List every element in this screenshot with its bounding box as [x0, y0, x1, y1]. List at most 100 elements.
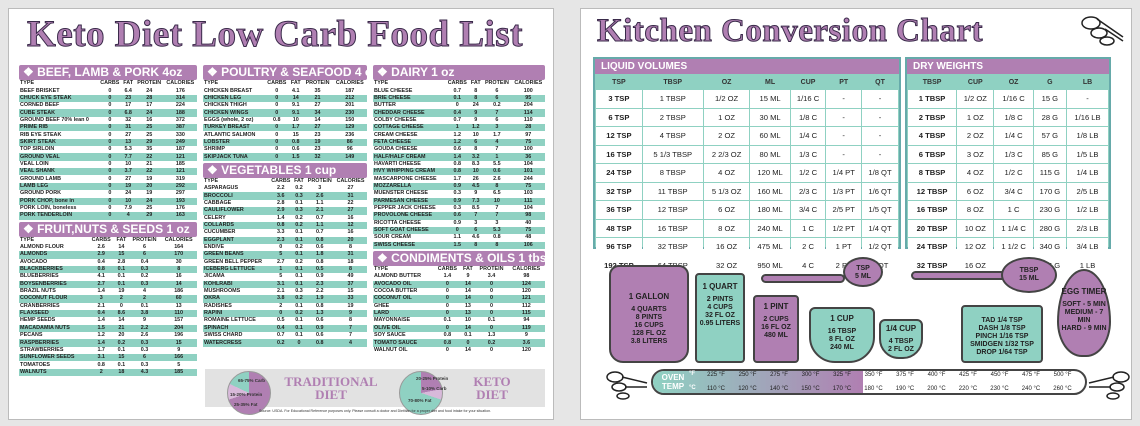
- table-cell: 18: [334, 258, 367, 266]
- dry-weights-title: DRY WEIGHTS: [907, 59, 1109, 74]
- table-cell: 4: [482, 138, 512, 147]
- table-cell: 8: [482, 241, 512, 249]
- table-cell: 0: [475, 324, 508, 332]
- table-row: VEAL LOIN 0 10 21 185: [19, 160, 197, 169]
- table-row: BUTTER 0 24 0.2 204: [373, 102, 545, 110]
- table-row: CHEDDAR CHEESE 0.4 9 7 114: [373, 109, 545, 117]
- conversion-title: Kitchen Conversion Chart: [597, 13, 984, 50]
- table-cell: 187: [332, 87, 367, 95]
- table-cell: 0: [434, 280, 461, 288]
- table-cell: 0.3: [292, 192, 306, 200]
- table-cell: COCOA BUTTER: [373, 287, 435, 296]
- oven-temp-c: 190 °C: [895, 386, 915, 392]
- tsp-spoon-handle: [761, 274, 845, 283]
- table-cell: 3.7: [121, 168, 135, 176]
- table-cell: 2.8: [114, 258, 129, 266]
- table-cell: 0: [98, 138, 122, 147]
- table-cell: LARD: [373, 309, 435, 318]
- column-header: PROTEIN: [479, 266, 504, 273]
- table-cell: BOYSENBERRIES: [19, 280, 89, 288]
- table-cell: 6 TSP: [596, 108, 642, 126]
- table-row: 36 TSP 12 TBSP 6 OZ 180 ML 3/4 C 2/5 PT 1/5 QT: [596, 201, 898, 219]
- table-cell: 95: [511, 94, 545, 103]
- section-title: ❖ FRUIT,NUTS & SEEDS 1 oz: [19, 221, 197, 237]
- table-cell: TURKEY BREAST: [203, 124, 265, 132]
- table-row: 6 TSP 2 TBSP 1 OZ 30 ML 1/8 C--: [596, 108, 898, 126]
- oven-temp-c: 170 °C: [832, 386, 852, 392]
- column-header: CARBS: [100, 80, 120, 87]
- table-row: SOFT GOAT CHEESE 0 6 5.3 75: [373, 226, 545, 235]
- table-row: SKIPJACK TUNA 0 1.5 32 149: [203, 153, 367, 161]
- table-cell: 0.3: [445, 190, 470, 198]
- table-cell: 15: [114, 354, 129, 362]
- table-row: WATERCRESS 0.2 0 0.8 4: [203, 339, 367, 347]
- table-cell: 0.3: [128, 280, 161, 288]
- table-cell: 1.7: [445, 175, 470, 183]
- table-cell: 7: [482, 212, 512, 220]
- column-header: TYPE: [204, 80, 219, 87]
- food-table: TYPE CARBS FAT PROTEIN CALORIES CHICKEN BREAS…: [203, 80, 367, 161]
- table-cell: 3.6: [269, 192, 293, 200]
- table-cell: 0.8: [88, 361, 115, 369]
- table-cell: EGGS (whole, 2 oz): [203, 116, 265, 125]
- table-row: PRIME RIB 0 31 25 387: [19, 124, 197, 132]
- table-cell: PECANS: [19, 332, 89, 340]
- table-cell: STRAWBERRIES: [19, 346, 89, 355]
- column-header: PROTEIN: [137, 80, 162, 87]
- table-cell: 0.9: [305, 273, 335, 281]
- table-row: EGGPLANT 2.3 0.1 0.8 20: [203, 236, 367, 244]
- table-cell: 2: [128, 295, 161, 303]
- table-cell: 3.1: [88, 354, 115, 362]
- table-cell: JICAMA: [203, 273, 270, 281]
- table-cell: 1/4 LB: [1067, 164, 1108, 182]
- table-cell: 6: [482, 94, 512, 103]
- table-cell: 28: [511, 124, 545, 132]
- table-cell: 1/2 OZ: [703, 90, 750, 108]
- table-cell: 0: [269, 243, 293, 252]
- pint-line: 16 FL OZ: [761, 324, 791, 331]
- quart-line: 4 CUPS: [707, 304, 733, 311]
- liquid-volumes-title: LIQUID VOLUMES: [595, 59, 899, 74]
- table-cell: 0: [434, 302, 461, 310]
- oven-temp-c: 230 °C: [990, 386, 1009, 392]
- table-cell: 9: [469, 116, 483, 125]
- table-cell: 28 G: [1033, 108, 1067, 126]
- table-cell: 23: [302, 146, 333, 154]
- table-cell: 163: [163, 212, 197, 220]
- table-cell: 6 OZ: [957, 182, 994, 200]
- traditional-diet-label: TRADITIONAL DIET: [281, 375, 381, 401]
- table-cell: 1 TBSP: [642, 90, 703, 108]
- table-cell: GROUND VEAL: [19, 153, 99, 161]
- table-cell: OLIVE OIL: [373, 324, 435, 332]
- column-header: CUP: [967, 78, 983, 86]
- table-cell: 0.2: [292, 295, 306, 303]
- table-cell: 6.5: [482, 190, 512, 198]
- kitchen-conversion-sheet: Kitchen Conversion Chart LIQUID VOLUMES …: [580, 8, 1132, 420]
- table-cell: 6: [469, 138, 483, 147]
- table-cell: BRAZIL NUTS: [19, 287, 89, 296]
- table-cell: 5: [160, 361, 197, 369]
- table-row: CUBE STEAK 0 6.8 24 188: [19, 109, 197, 117]
- cup-line: 8 FL OZ: [829, 336, 855, 343]
- table-cell: 19: [334, 302, 367, 310]
- keto-label-line2: DIET: [476, 387, 508, 402]
- table-cell: 0: [98, 182, 122, 191]
- table-cell: 1/2 QT: [862, 238, 898, 256]
- table-cell: 8: [469, 87, 483, 95]
- table-cell: 48 TSP: [596, 219, 642, 237]
- table-cell: 25: [134, 124, 164, 132]
- traditional-diet-pie: 65-75% Carb 15-20% Protein 25-35% Fat: [227, 371, 271, 415]
- table-cell: GROUND PORK: [19, 190, 99, 198]
- pint-line: 2 CUPS: [763, 316, 789, 323]
- table-cell: 475 ML: [750, 238, 790, 256]
- table-cell: 14: [302, 116, 333, 125]
- table-cell: 1/4 QT: [862, 219, 898, 237]
- dash-measures-box: TAD 1/4 TSP DASH 1/8 TSP PINCH 1/16 TSP SMI…: [961, 305, 1043, 363]
- table-cell: 98: [507, 273, 545, 281]
- table-cell: 1/2 C: [994, 164, 1033, 182]
- table-cell: 0.1: [292, 199, 306, 208]
- table-cell: 32: [121, 116, 135, 125]
- table-cell: 4: [121, 212, 135, 220]
- table-cell: 24: [134, 109, 164, 117]
- table-cell: 0.8: [445, 160, 470, 169]
